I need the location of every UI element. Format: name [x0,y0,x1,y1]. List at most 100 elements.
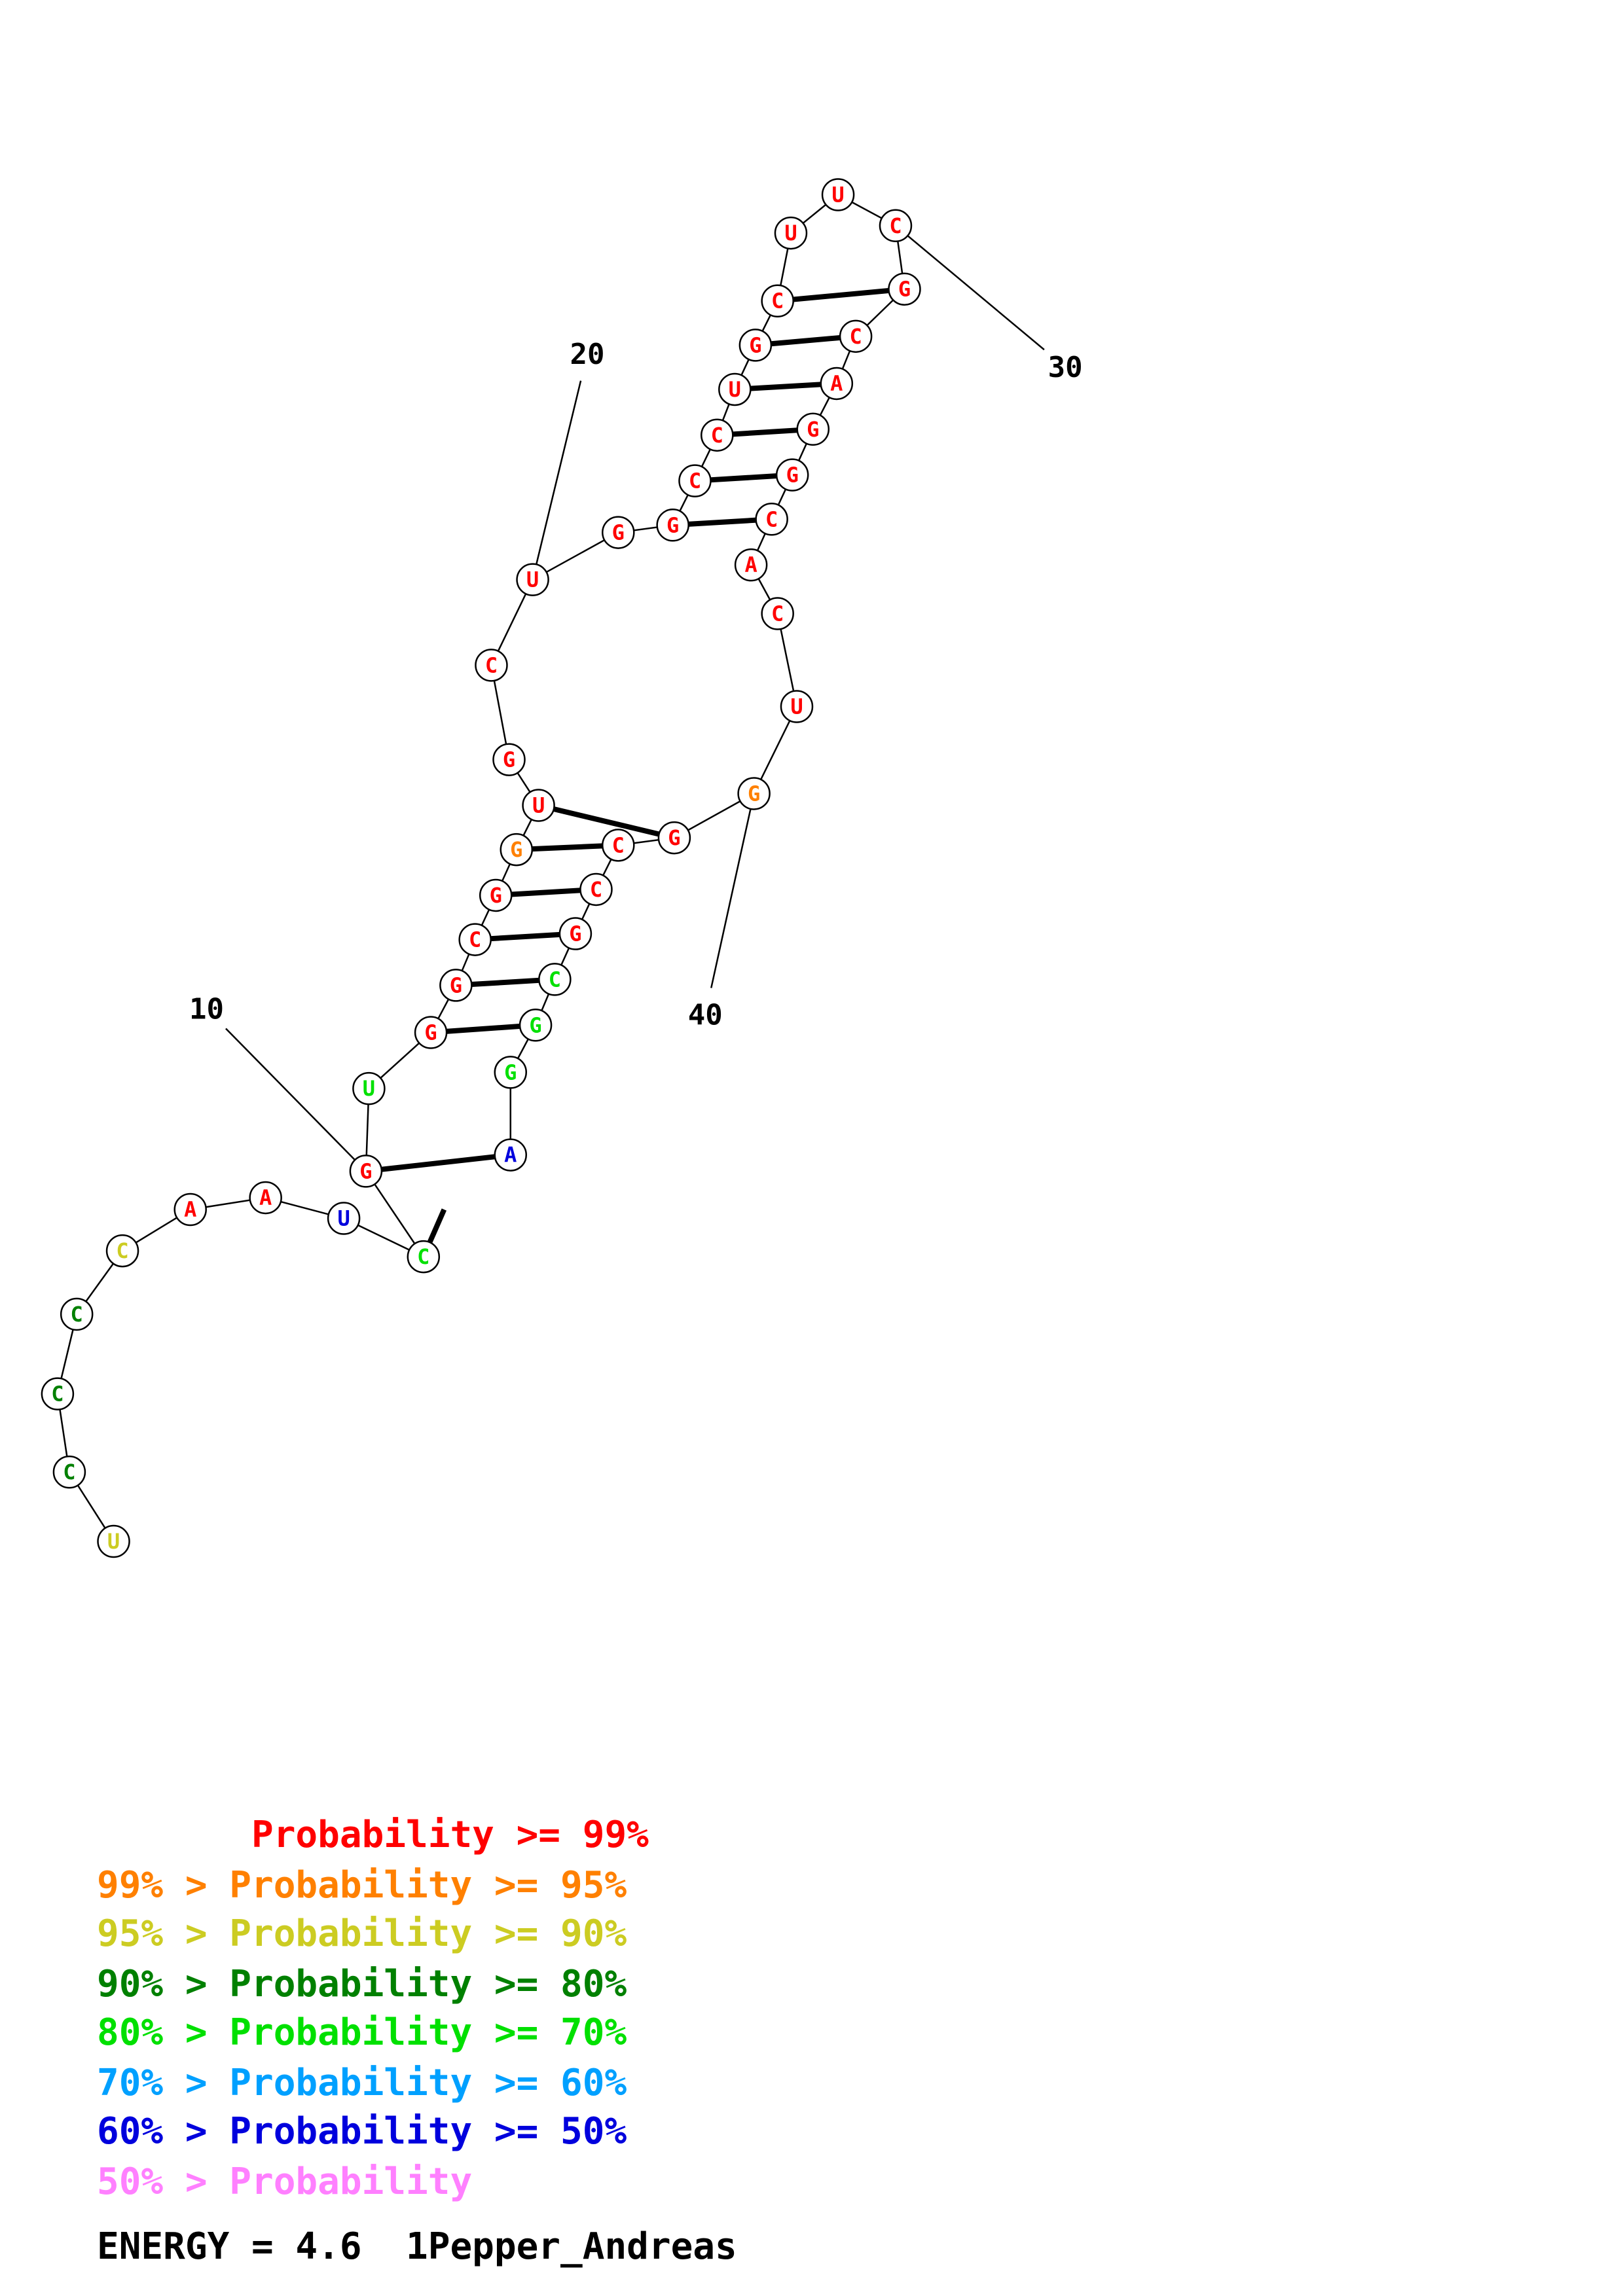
nucleotide-letter: U [831,182,844,207]
legend-line-5: 80% > Probability >= 70% [97,2011,627,2054]
nucleotide-letter: C [63,1460,75,1484]
nucleotide-circle [796,412,830,446]
nucleotide-letter: G [748,781,760,806]
legend-line-1: Probability >= 99% [97,1814,649,1857]
nucleotide-circle [522,789,555,822]
nucleotide-40: G [737,777,771,810]
nucleotide-16: G [500,833,534,867]
nucleotide-24: C [701,418,734,452]
nucleotide-circle [579,872,613,906]
nucleotide-letter: C [711,423,723,448]
nucleotide-22: G [656,509,689,542]
numbering-tick [710,793,755,988]
nucleotide-letter: A [259,1185,272,1210]
nucleotide-letter: A [504,1143,517,1168]
nucleotide-38: C [761,597,794,630]
nucleotide-27: C [761,284,794,317]
nucleotide-circle [718,372,752,406]
nucleotide-letter: U [532,793,545,817]
nucleotide-23: C [678,464,712,497]
nucleotide-letter: C [590,877,602,902]
nucleotide-circle [739,329,773,362]
position-label-10: 10 [189,992,224,1026]
nucleotide-letter: G [569,922,581,946]
nucleotide-circle [602,516,635,549]
nucleotide-19: C [475,649,508,682]
nucleotide-circle [41,1377,75,1410]
nucleotide-letter: C [771,289,784,314]
nucleotide-31: G [888,272,921,306]
nucleotide-circle [97,1524,130,1558]
nucleotide-13: G [439,969,473,1002]
nucleotide-7: A [249,1181,282,1215]
nucleotide-circle [494,1056,528,1089]
nucleotide-17: U [522,789,555,822]
nucleotide-12: G [414,1016,448,1049]
nucleotide-letter: C [485,653,498,677]
base-pair-line [516,842,619,853]
nucleotide-letter: C [417,1244,429,1269]
nucleotide-circle [479,878,513,912]
nucleotide-14: C [458,923,492,956]
position-label-40: 40 [688,999,723,1032]
nucleotide-circle [439,969,473,1002]
nucleotide-circle [105,1234,139,1268]
nucleotide-48: A [494,1138,528,1172]
nucleotide-letter: C [549,967,561,992]
nucleotide-35: G [775,458,809,492]
nucleotide-circle [475,649,508,682]
nucleotide-26: G [739,329,773,362]
legend-line-8: 50% > Probability [97,2161,473,2204]
nucleotide-letter: G [668,825,680,850]
nucleotide-circle [657,821,691,855]
nucleotide-letter: G [503,747,515,772]
nucleotide-29: U [821,178,855,211]
nucleotide-letter: C [469,927,481,952]
legend-line-6: 70% > Probability >= 60% [97,2062,627,2105]
nucleotide-circle [249,1181,282,1215]
nucleotide-circle [755,503,788,536]
nucleotide-letter: G [359,1158,372,1183]
nucleotide-circle [761,597,794,630]
nucleotide-letter: G [749,332,761,357]
nucleotide-39: U [780,690,814,723]
nucleotide-letter: G [504,1060,517,1085]
nucleotide-letter: U [784,221,797,245]
nucleotide-letter: G [807,417,819,442]
base-pair-line [430,1022,536,1035]
nucleotide-circle [602,829,635,862]
nucleotide-circle [52,1455,86,1489]
nucleotide-20: U [516,563,549,596]
nucleotide-letter: U [729,377,741,402]
nucleotide-letter: C [689,469,701,493]
nucleotide-circle [820,367,854,401]
nucleotide-5: C [105,1234,139,1268]
base-pair-line [475,931,576,942]
nucleotide-circle [173,1193,207,1227]
nucleotide-circle [349,1155,383,1188]
nucleotide-letter: G [510,837,522,862]
nucleotide-circle [879,209,913,243]
nucleotide-4: C [60,1297,94,1331]
energy-footer: ENERGY = 4.6 1Pepper_Andreas [97,2225,737,2269]
nucleotide-letter: G [424,1020,437,1045]
nucleotide-36: C [755,503,788,536]
nucleotide-44: G [558,917,593,950]
base-pair-line [735,380,837,392]
backbone-segment [365,1170,424,1257]
nucleotide-letter: G [529,1013,541,1037]
backbone-lines [56,194,905,1542]
nucleotide-32: C [839,319,873,353]
numbering-tick [895,224,1045,351]
numbering-tick [532,380,582,580]
nucleotide-circle [734,548,768,582]
nucleotide-37: A [734,548,768,582]
nucleotide-letter: G [666,512,679,537]
nucleotide-circle [519,1009,553,1042]
nucleotide-circle [352,1071,386,1105]
nucleotide-letter: C [771,601,784,626]
nucleotide-letter: G [786,463,799,488]
nucleotide-6: A [173,1193,207,1227]
nucleotide-letter: C [765,507,778,531]
